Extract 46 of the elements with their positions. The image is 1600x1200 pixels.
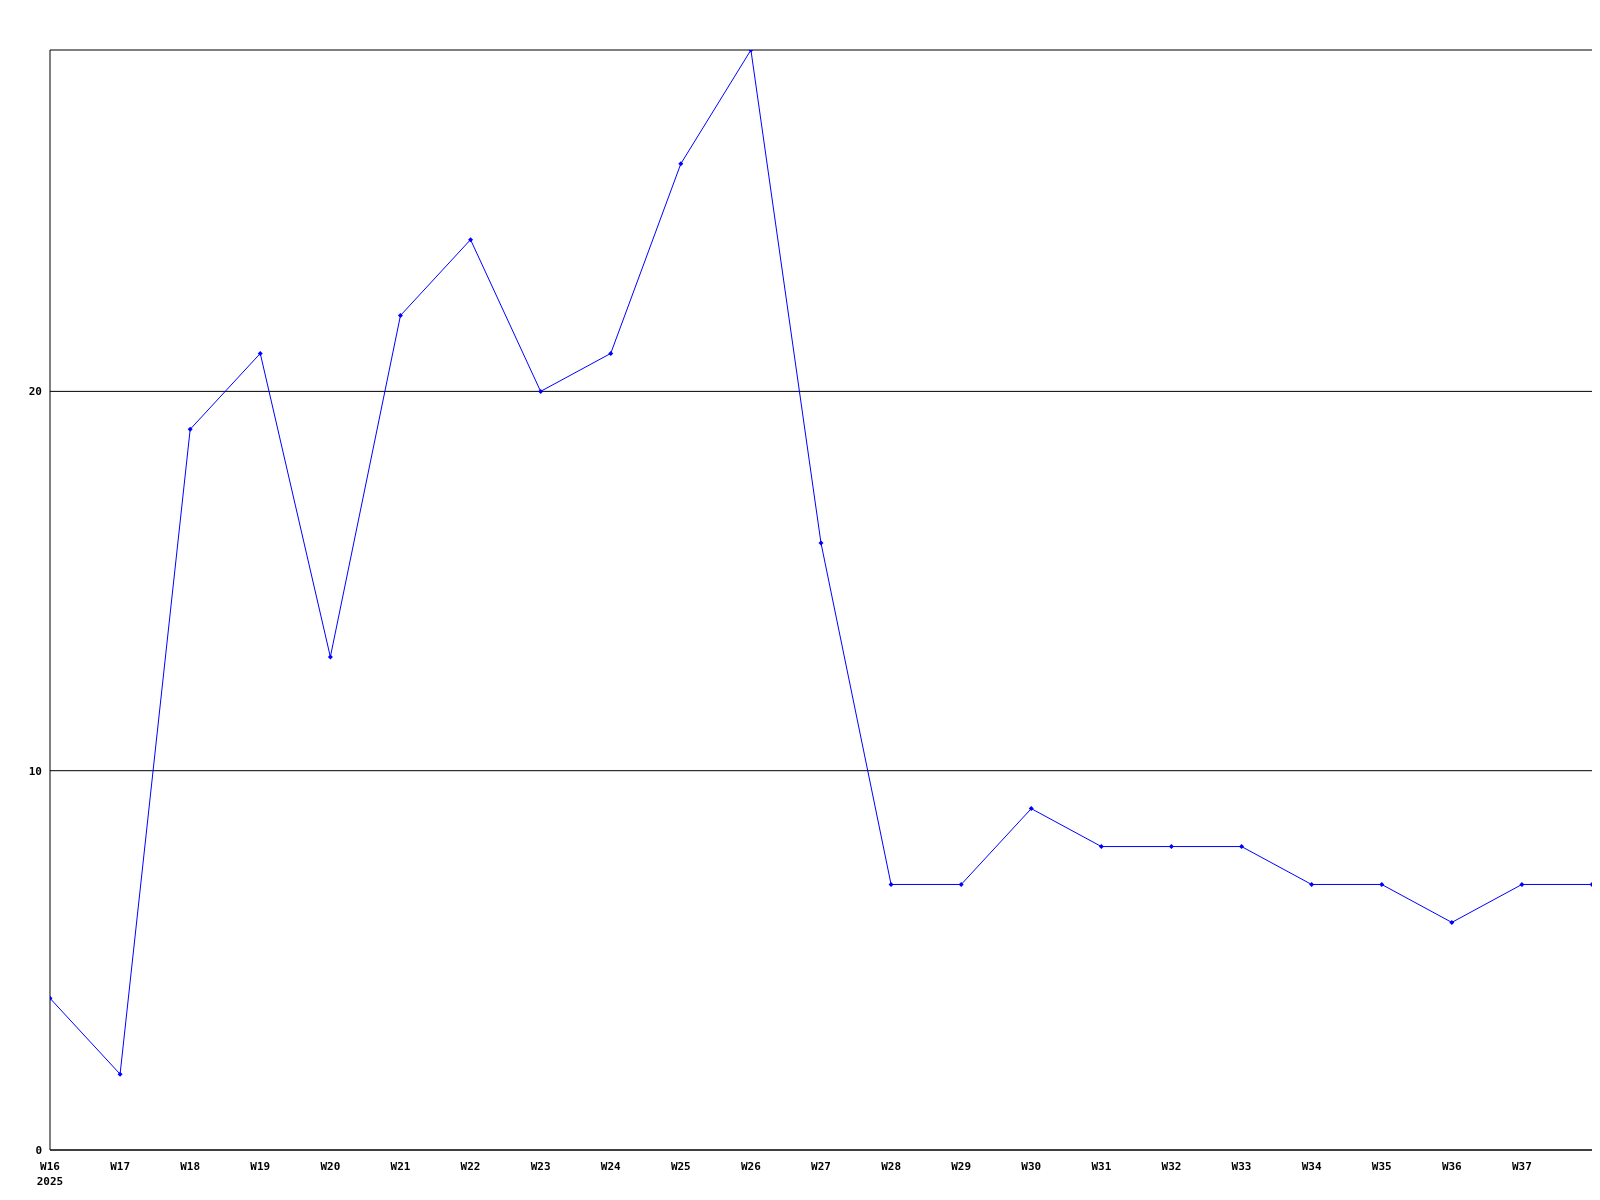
point: [818, 540, 824, 546]
x-tick-label: W32: [1161, 1160, 1182, 1173]
x-tick-label: W33: [1231, 1160, 1252, 1173]
point: [888, 881, 894, 887]
point: [1028, 806, 1034, 812]
x-tick-label: W35: [1371, 1160, 1392, 1173]
x-tick-label: W37: [1511, 1160, 1532, 1173]
point: [468, 237, 474, 243]
x-tick-label: W25: [670, 1160, 691, 1173]
point: [187, 426, 193, 432]
point: [327, 654, 333, 660]
point: [678, 161, 684, 167]
text: 2025: [36, 1175, 64, 1188]
point: [1309, 881, 1315, 887]
point: [538, 388, 544, 394]
point: [117, 1071, 123, 1077]
x-tick-label: W23: [530, 1160, 551, 1173]
x-tick-label: W22: [460, 1160, 481, 1173]
x-tick-label: W19: [250, 1160, 271, 1173]
point: [1168, 844, 1174, 850]
x-tick-label: W27: [811, 1160, 831, 1173]
x-tick-label: W17: [110, 1160, 131, 1173]
point: [1098, 844, 1104, 850]
point: [608, 350, 614, 356]
x-tick-label: W29: [951, 1160, 972, 1173]
x-tick-label: W34: [1301, 1160, 1322, 1173]
y-tick-label: 10: [28, 764, 42, 778]
x-tick-label: W16: [40, 1160, 61, 1173]
point: [1379, 881, 1385, 887]
point: [1449, 919, 1455, 925]
y-tick-label: 20: [28, 385, 42, 399]
x-tick-label: W31: [1091, 1160, 1112, 1173]
x-tick-label: W26: [740, 1160, 762, 1173]
x-tick-label: W21: [390, 1160, 411, 1173]
x-tick-label: W30: [1021, 1160, 1042, 1173]
point: [257, 350, 263, 356]
x-tick-label: W20: [320, 1160, 341, 1173]
x-tick-label: W28: [881, 1160, 902, 1173]
y-tick-label: 0: [35, 1143, 42, 1157]
point: [1519, 881, 1525, 887]
x-tick-label: W24: [600, 1160, 622, 1173]
x-tick-label: W18: [180, 1160, 201, 1173]
point: [958, 881, 964, 887]
point: [397, 313, 403, 319]
x-tick-label: W36: [1441, 1160, 1463, 1173]
point: [1239, 844, 1245, 850]
